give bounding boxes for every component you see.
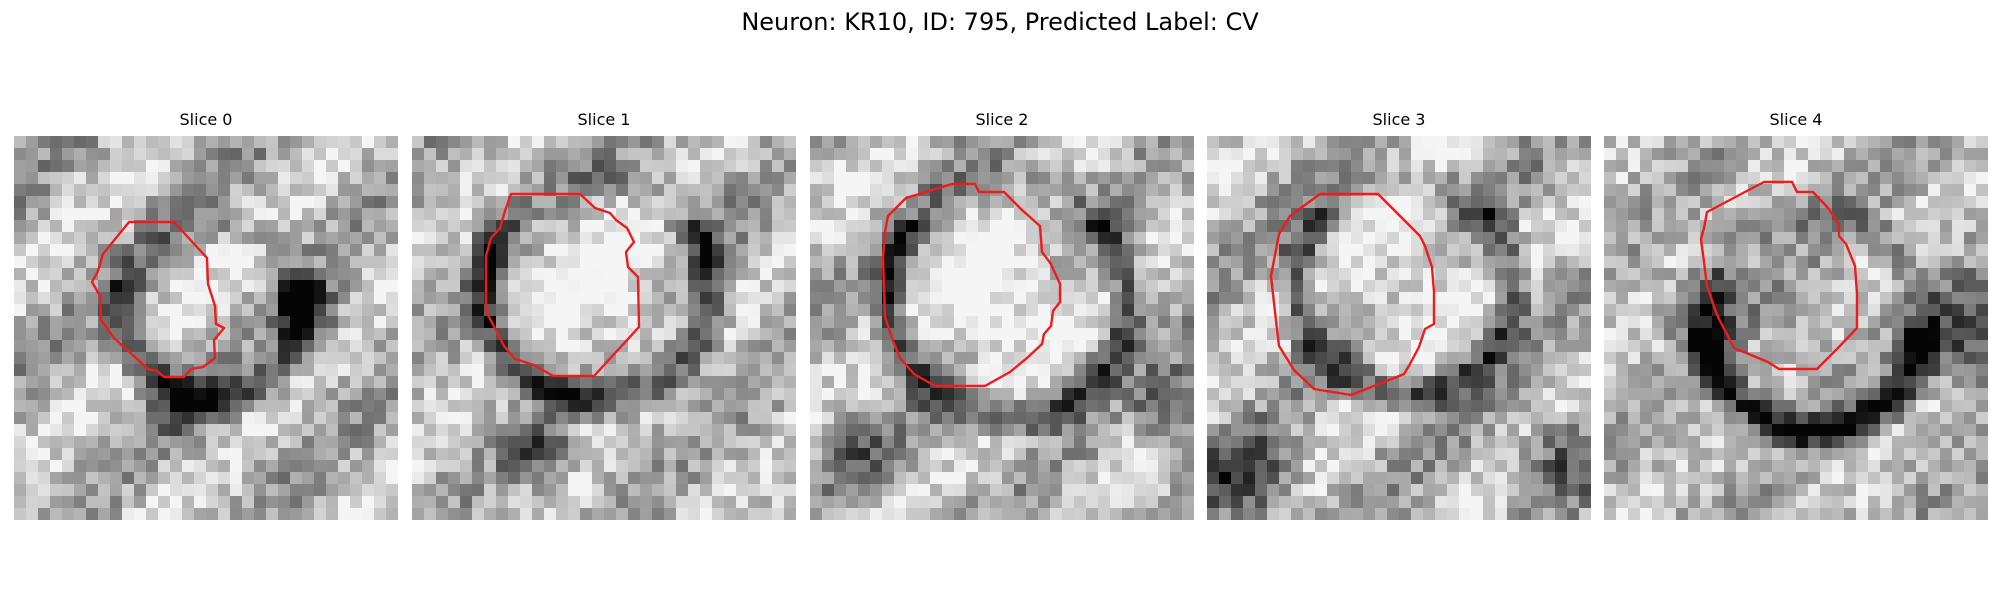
slice-4-image <box>1604 136 1988 520</box>
slice-3-title: Slice 3 <box>1372 110 1426 129</box>
slice-4-contour <box>1699 180 1859 371</box>
slice-panel-1: Slice 1 <box>412 110 796 520</box>
slice-panel-0: Slice 0 <box>14 110 398 520</box>
slice-1-title: Slice 1 <box>577 110 631 129</box>
slice-3-image <box>1207 136 1591 520</box>
slice-0-contour <box>90 220 226 379</box>
slice-panel-4: Slice 4 <box>1604 110 1988 520</box>
slice-0-image <box>14 136 398 520</box>
slice-2-image <box>810 136 1194 520</box>
slice-2-contour <box>881 182 1062 388</box>
slice-1-contour <box>484 192 641 378</box>
slice-0-title: Slice 0 <box>179 110 233 129</box>
slice-4-title: Slice 4 <box>1769 110 1823 129</box>
slice-3-contour <box>1269 192 1436 397</box>
figure-title: Neuron: KR10, ID: 795, Predicted Label: … <box>741 8 1259 36</box>
slice-2-title: Slice 2 <box>975 110 1029 129</box>
slice-panel-2: Slice 2 <box>810 110 1194 520</box>
slice-1-image <box>412 136 796 520</box>
slice-panel-3: Slice 3 <box>1207 110 1591 520</box>
